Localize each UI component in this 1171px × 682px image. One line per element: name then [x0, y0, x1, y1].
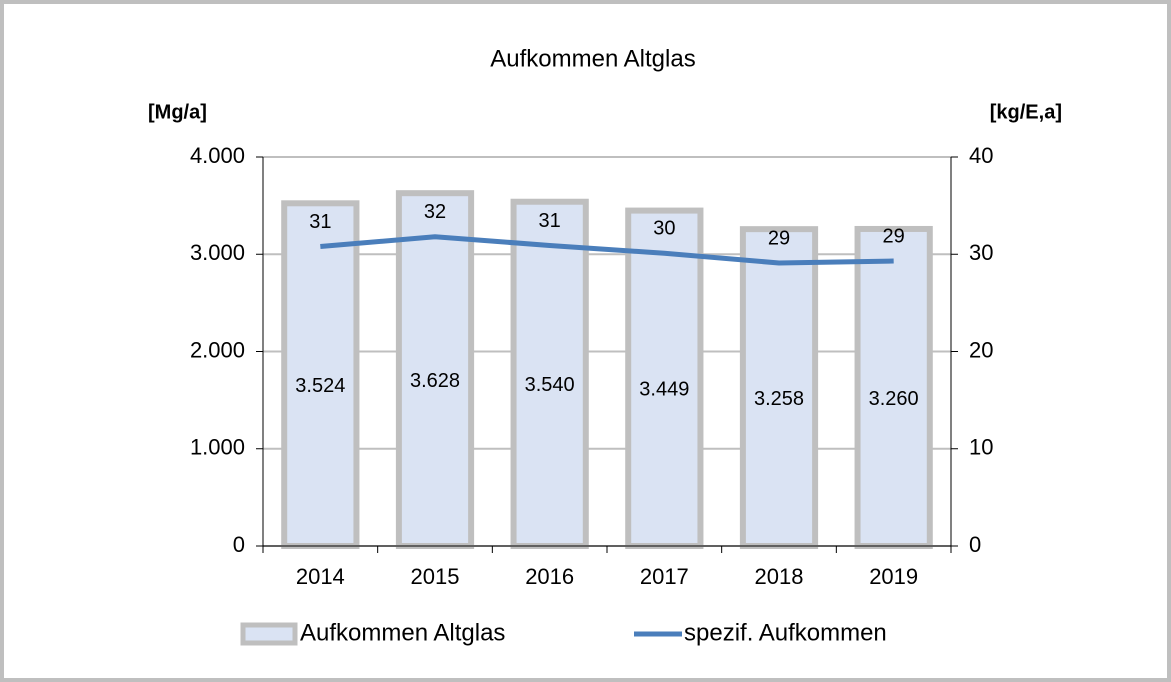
y2-tick-label: 10	[969, 435, 993, 460]
bar-value-label: 3.540	[525, 374, 575, 396]
x-tick-label: 2014	[296, 564, 345, 589]
chart-title: Aufkommen Altglas	[490, 45, 695, 72]
bar	[625, 207, 704, 549]
bar	[510, 198, 589, 550]
legend-label: Aufkommen Altglas	[300, 619, 505, 646]
line	[320, 234, 894, 266]
line-value-label: 32	[424, 201, 446, 223]
y2-tick-label: 0	[969, 532, 981, 557]
legend-label: spezif. Aufkommen	[684, 619, 887, 646]
y-tick-label: 3.000	[190, 240, 245, 265]
y2-axis-label: [kg/E,a]	[990, 101, 1062, 123]
line-value-label: 29	[768, 227, 790, 249]
bar	[854, 225, 933, 549]
bar	[739, 226, 819, 550]
y-tick-label: 2.000	[190, 337, 245, 362]
y-axis-label: [Mg/a]	[148, 101, 207, 123]
legend-swatch	[240, 622, 298, 646]
bar-value-label: 3.449	[639, 379, 689, 401]
line-value-label: 30	[653, 218, 675, 240]
bar-value-label: 3.628	[410, 370, 460, 392]
bar	[281, 200, 360, 550]
y-tick-label: 1.000	[190, 435, 245, 460]
y2-tick-label: 20	[969, 337, 993, 362]
x-tick-label: 2019	[869, 564, 918, 589]
line-value-label: 31	[539, 210, 561, 232]
bar-value-label: 3.260	[869, 388, 919, 410]
y-tick-label: 0	[233, 532, 245, 557]
bar-value-label: 3.258	[754, 388, 804, 410]
line-value-label: 29	[883, 225, 905, 247]
x-tick-label: 2018	[755, 564, 804, 589]
bar	[395, 190, 475, 549]
x-tick-label: 2016	[525, 564, 574, 589]
x-tick-label: 2015	[411, 564, 460, 589]
bar-value-label: 3.524	[295, 375, 345, 397]
y2-tick-label: 30	[969, 240, 993, 265]
line-value-label: 31	[309, 211, 331, 233]
y2-tick-label: 40	[969, 143, 993, 168]
y-tick-label: 4.000	[190, 143, 245, 168]
x-tick-label: 2017	[640, 564, 689, 589]
